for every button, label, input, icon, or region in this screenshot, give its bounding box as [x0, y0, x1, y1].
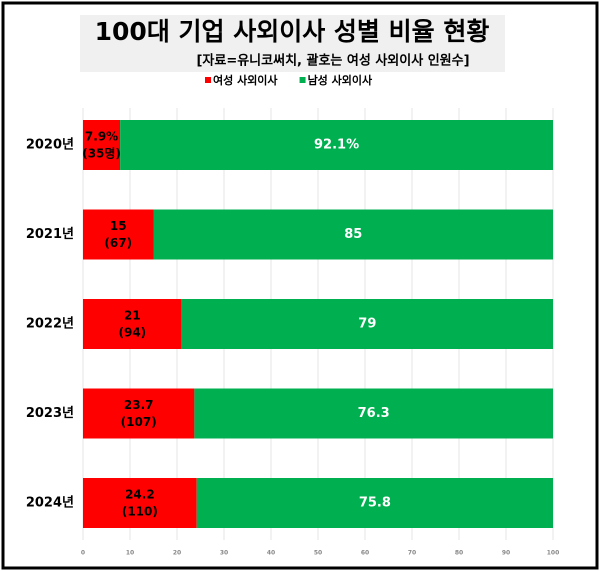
- bar: [83, 388, 195, 439]
- y-tick-label: 2024년: [26, 496, 74, 511]
- value-label: 75.8: [359, 496, 391, 511]
- y-tick-label: 2022년: [26, 317, 74, 332]
- bar: [196, 478, 554, 528]
- x-tick-label: 90: [502, 550, 510, 557]
- x-tick-label: 10: [126, 550, 134, 557]
- value-label: 23.7: [124, 398, 154, 412]
- count-label: (94): [119, 326, 147, 340]
- bar: [83, 209, 154, 260]
- count-label: (67): [104, 236, 132, 250]
- legend-swatch: [205, 77, 211, 83]
- bar: [153, 209, 553, 260]
- bar: [83, 299, 182, 349]
- count-label: (110): [122, 505, 158, 519]
- value-label: 15: [110, 219, 127, 233]
- y-tick-label: 2021년: [26, 227, 74, 242]
- chart-subtitle: [자료=유니코써치, 괄호는 여성 사외이사 인원수]: [196, 53, 469, 69]
- value-label: 21: [124, 309, 141, 323]
- bar: [181, 299, 553, 349]
- chart-title: 100대 기업 사외이사 성별 비율 현황: [95, 17, 490, 46]
- value-label: 85: [344, 227, 362, 242]
- x-tick-label: 50: [314, 550, 322, 557]
- legend-label: 남성 사외이사: [308, 73, 373, 87]
- x-tick-label: 70: [408, 550, 416, 557]
- title-box: [80, 15, 505, 72]
- x-tick-label: 0: [81, 550, 85, 557]
- x-tick-label: 20: [173, 550, 181, 557]
- count-label: (35명): [82, 147, 121, 161]
- x-tick-label: 60: [361, 550, 369, 557]
- x-tick-label: 40: [267, 550, 275, 557]
- x-tick-label: 30: [220, 550, 228, 557]
- y-tick-label: 2020년: [26, 138, 74, 153]
- bar: [120, 120, 553, 170]
- value-label: 24.2: [125, 488, 155, 502]
- x-tick-label: 100: [547, 550, 560, 557]
- bar: [83, 478, 197, 528]
- value-label: 76.3: [358, 406, 390, 421]
- legend-swatch: [299, 77, 306, 83]
- x-tick-label: 80: [455, 550, 463, 557]
- value-label: 7.9%: [85, 130, 118, 144]
- value-label: 92.1%: [314, 138, 359, 153]
- y-tick-label: 2023년: [26, 406, 74, 421]
- bar: [83, 120, 121, 170]
- legend-label: 여성 사외이사: [213, 73, 278, 87]
- count-label: (107): [121, 415, 157, 429]
- bar: [194, 388, 553, 439]
- value-label: 79: [358, 317, 376, 332]
